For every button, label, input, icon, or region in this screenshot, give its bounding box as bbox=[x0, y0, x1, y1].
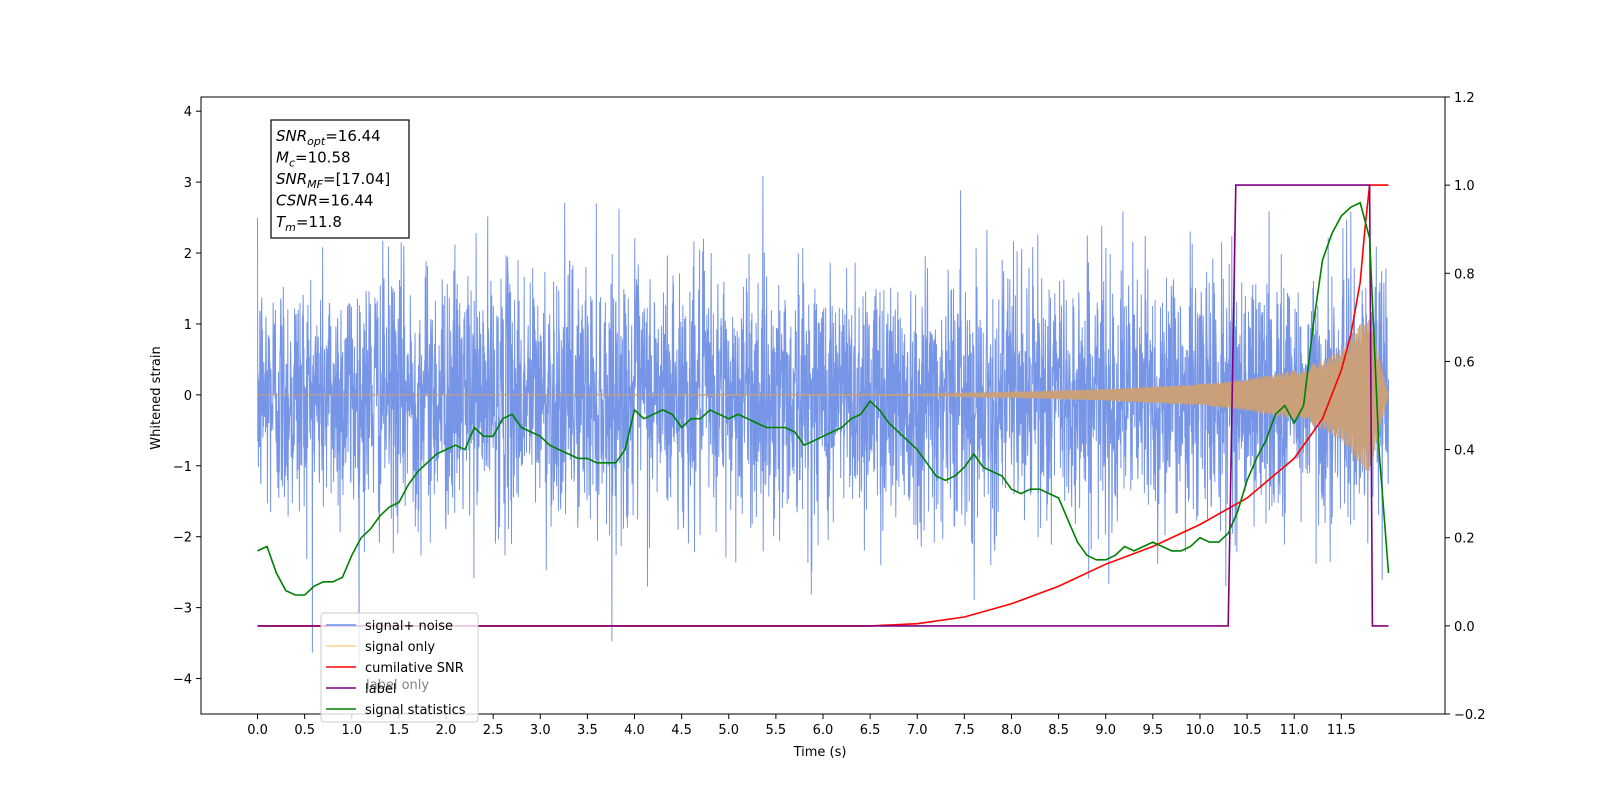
right-y-axis-ticks: 1.2 1.0 0.8 0.6 0.4 0.2 0.0 −0.2 bbox=[1445, 91, 1486, 723]
legend-label: label bbox=[365, 682, 396, 697]
right-y-tick-label: 0.2 bbox=[1454, 532, 1475, 547]
annotation-line: CSNR=16.44 bbox=[276, 192, 373, 210]
annotation-line: SNRMF=[17.04] bbox=[276, 170, 390, 191]
left-y-axis-ticks: 4 3 2 1 0 −1 −2 −3 −4 bbox=[173, 105, 201, 688]
right-y-tick-label: 0.8 bbox=[1454, 267, 1475, 282]
x-tick-label: 5.5 bbox=[766, 723, 787, 738]
x-tick-label: 3.0 bbox=[530, 723, 551, 738]
annotation-box: SNRopt=16.44Mc=10.58SNRMF=[17.04]CSNR=16… bbox=[270, 119, 410, 239]
right-y-tick-label: −0.2 bbox=[1454, 708, 1486, 723]
left-y-tick-label: 1 bbox=[184, 318, 192, 333]
right-y-tick-label: 1.2 bbox=[1454, 91, 1475, 106]
series-signal-only bbox=[257, 319, 1389, 471]
x-tick-label: 11.0 bbox=[1280, 723, 1309, 738]
x-tick-label: 7.5 bbox=[954, 723, 975, 738]
left-y-axis-label: Whitened strain bbox=[149, 346, 164, 449]
right-y-tick-label: 0.0 bbox=[1454, 620, 1475, 635]
annotation-line: Mc=10.58 bbox=[276, 149, 351, 170]
x-tick-label: 4.0 bbox=[624, 723, 645, 738]
right-y-tick-label: 1.0 bbox=[1454, 179, 1475, 194]
annotation-frame bbox=[270, 119, 410, 239]
left-y-tick-label: −2 bbox=[173, 531, 192, 546]
x-tick-label: 6.0 bbox=[813, 723, 834, 738]
x-tick-label: 1.5 bbox=[389, 723, 410, 738]
x-tick-label: 0.5 bbox=[294, 723, 315, 738]
x-tick-label: 7.0 bbox=[907, 723, 928, 738]
x-tick-label: 0.0 bbox=[247, 723, 268, 738]
x-axis-label: Time (s) bbox=[793, 745, 847, 760]
left-y-tick-label: 0 bbox=[184, 389, 192, 404]
x-tick-label: 8.5 bbox=[1048, 723, 1069, 738]
left-y-tick-label: −3 bbox=[173, 602, 192, 617]
legend-label: signal+ noise bbox=[365, 619, 453, 634]
x-tick-label: 9.5 bbox=[1143, 723, 1164, 738]
left-y-tick-label: 4 bbox=[184, 105, 192, 120]
right-y-tick-label: 0.4 bbox=[1454, 444, 1475, 459]
x-tick-label: 2.0 bbox=[436, 723, 457, 738]
x-tick-label: 2.5 bbox=[483, 723, 504, 738]
annotation-line: Tm=11.8 bbox=[276, 213, 342, 234]
x-tick-label: 10.5 bbox=[1233, 723, 1262, 738]
legend-label: cumilative SNR bbox=[365, 661, 464, 676]
x-tick-label: 8.0 bbox=[1001, 723, 1022, 738]
series-cumilative-snr bbox=[257, 184, 1389, 627]
x-tick-label: 1.0 bbox=[341, 723, 362, 738]
right-y-tick-label: 0.6 bbox=[1454, 355, 1475, 370]
annotation-line: SNRopt=16.44 bbox=[276, 127, 381, 148]
series-layer bbox=[257, 175, 1390, 663]
x-axis-ticks: 0.0 0.5 1.0 1.5 2.0 2.5 3.0 3.5 4.0 4.5 5.0 5.5 6.0 6… bbox=[247, 714, 1356, 738]
legend-label: signal statistics bbox=[365, 703, 466, 718]
x-tick-label: 5.0 bbox=[718, 723, 739, 738]
left-y-tick-label: −1 bbox=[173, 460, 192, 475]
x-tick-label: 6.5 bbox=[860, 723, 881, 738]
series-label bbox=[257, 184, 1389, 627]
legend-label: signal only bbox=[365, 640, 435, 655]
series-signal-plus-noise bbox=[257, 175, 1389, 663]
x-tick-label: 4.5 bbox=[671, 723, 692, 738]
left-y-tick-label: −4 bbox=[173, 673, 192, 688]
legend-hidden-entry: label only bbox=[366, 678, 429, 693]
legend: label only signal+ noise signal only cumila… bbox=[320, 612, 479, 723]
x-tick-label: 9.0 bbox=[1095, 723, 1116, 738]
x-tick-label: 10.0 bbox=[1185, 723, 1214, 738]
left-y-tick-label: 3 bbox=[184, 176, 192, 191]
series-signal-statistics bbox=[257, 201, 1390, 596]
legend-frame bbox=[320, 612, 479, 723]
left-y-tick-label: 2 bbox=[184, 247, 192, 262]
plot-area bbox=[257, 175, 1390, 663]
x-tick-label: 3.5 bbox=[577, 723, 598, 738]
x-tick-label: 11.5 bbox=[1327, 723, 1356, 738]
